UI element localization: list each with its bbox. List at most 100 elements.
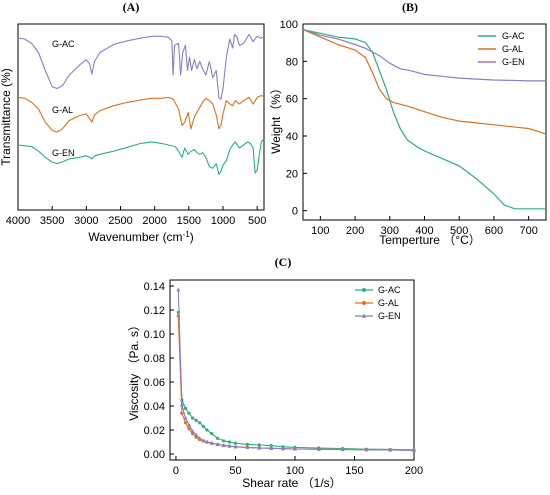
panel-c-point <box>209 441 214 445</box>
panel-c-y-tick-label: 0.00 <box>144 449 165 461</box>
panel-c-legend-label: G-EN <box>378 311 401 321</box>
panel-c-point <box>205 428 209 432</box>
panel-c-x-title: Shear rate （1/s） <box>242 476 341 490</box>
panel-c-y-tick-label: 0.06 <box>144 377 165 389</box>
panel-c-point <box>183 406 188 410</box>
panel-c-point <box>281 446 286 451</box>
panel-c-point <box>221 443 226 447</box>
panel-c-series-g-ac <box>177 312 415 451</box>
panel-c-point <box>340 447 345 452</box>
panel-c-x-tick-label: 200 <box>405 465 423 477</box>
panel-b-legend-label: G-EN <box>502 57 525 67</box>
panel-c-point <box>227 440 232 444</box>
panel-c-y-tick-label: 0.04 <box>144 401 165 413</box>
panel-a-x-tick-label: 3500 <box>40 215 64 227</box>
panel-c-x-tick-label: 0 <box>173 465 179 477</box>
panel-a-x-tick-label: 1500 <box>177 215 201 227</box>
panel-c-point <box>227 443 232 448</box>
panel-c-legend-marker <box>362 288 366 292</box>
panel-a-letter: (A) <box>123 0 140 14</box>
panel-c-point <box>210 432 214 436</box>
panel-c-point <box>233 441 238 445</box>
panel-a-frame <box>17 23 265 211</box>
panel-b-lines <box>302 29 547 210</box>
panel-a-label-g-en: G-EN <box>52 148 75 158</box>
panel-a-x-tick-label: 500 <box>248 215 266 227</box>
panel-c-point <box>190 429 195 433</box>
panel-c-point <box>183 421 188 425</box>
panel-c-point <box>257 445 262 450</box>
panel-c-point <box>204 439 209 444</box>
panel-c-y-tick-label: 0.02 <box>144 425 165 437</box>
panel-b-y-title: Weight（%） <box>269 82 283 154</box>
panel-c-x-tick-label: 150 <box>345 465 363 477</box>
panel-c-point <box>233 444 238 449</box>
panel-c-point <box>187 423 192 427</box>
panel-c-point <box>187 427 191 431</box>
panel-a-label-g-ac: G-AC <box>52 39 75 49</box>
panel-a-y-title: Transmittance (%) <box>0 68 13 166</box>
panel-b-legend: G-AC G-AL G-EN <box>478 31 525 67</box>
panel-c-point <box>201 438 206 443</box>
panel-c-point <box>194 435 198 439</box>
panel-c-point <box>215 442 220 446</box>
panel-c-y-tick-label: 0.12 <box>144 305 165 317</box>
panel-c-point <box>245 442 249 446</box>
panel-c-frame <box>169 279 415 461</box>
panel-b-x-tick-label: 600 <box>485 225 503 237</box>
panel-b-x-tick-label: 400 <box>415 225 433 237</box>
panel-c-point <box>201 424 205 428</box>
panel-c-point <box>316 447 321 451</box>
panel-c-letter: (C) <box>275 255 292 269</box>
panel-b-y-tick-label: 20 <box>286 168 298 180</box>
panel-c-x-tick-label: 100 <box>286 465 304 477</box>
panel-c-y-tick-label: 0.10 <box>144 329 165 341</box>
panel-c-legend-marker <box>361 313 367 318</box>
panel-a-x-tick-label: 1000 <box>211 215 235 227</box>
panel-c-x-tick-label: 50 <box>229 465 241 477</box>
panel-a-series-g-ac <box>17 33 265 100</box>
panel-a-x-title-main: Wavenumber (cm <box>88 230 182 244</box>
panel-b-series-g-en <box>302 29 546 82</box>
panel-c-point <box>176 287 181 292</box>
panel-c-y-tick-label: 0.14 <box>144 281 165 293</box>
panel-b-x-tick-label: 100 <box>311 225 329 237</box>
panel-c-point <box>183 415 188 420</box>
panel-a-x-ticks: 4000 3500 3000 2500 2000 1500 1000 500 <box>6 206 266 227</box>
panel-b-series-g-ac <box>302 29 546 210</box>
panel-b-series-g-al <box>302 29 547 135</box>
panel-b-x-title: Temperture （°C） <box>379 233 481 247</box>
panel-c-series-g-al <box>177 315 415 451</box>
panel-c-y-tick-label: 0.08 <box>144 353 165 365</box>
panel-c-point <box>179 402 184 407</box>
panel-c-point <box>216 436 220 440</box>
panel-a-x-tick-label: 2000 <box>142 215 166 227</box>
panel-a-label-g-al: G-AL <box>52 105 73 115</box>
panel-b-x-tick-label: 300 <box>381 225 399 237</box>
panel-c-point <box>257 443 261 447</box>
panel-c-point <box>187 411 191 415</box>
panel-a: 4000 3500 3000 2500 2000 1500 1000 500 G-AC G-A… <box>0 23 266 244</box>
panel-c-point <box>245 445 250 449</box>
panel-b-y-ticks: 0 20 40 60 80 100 <box>280 19 307 218</box>
panel-b-y-tick-label: 60 <box>286 94 298 106</box>
panel-c-point <box>412 448 416 452</box>
panel-a-lines <box>17 33 265 175</box>
panel-b-x-tick-label: 200 <box>346 225 364 237</box>
panel-c-point <box>194 418 198 422</box>
panel-a-x-tick-label: 2500 <box>108 215 132 227</box>
panel-a-x-tick-label: 3000 <box>74 215 98 227</box>
panel-c-legend-label: G-AC <box>378 285 401 295</box>
panel-c-point <box>194 432 199 437</box>
panel-a-series-g-al <box>17 95 264 133</box>
panel-c-point <box>197 436 202 440</box>
panel-b-legend-label: G-AC <box>502 31 525 41</box>
panel-a-x-title-end: ) <box>190 230 194 244</box>
panel-c-point <box>180 411 184 415</box>
panel-c-point <box>221 439 226 443</box>
panel-b-y-tick-label: 40 <box>286 131 298 143</box>
panel-b-x-tick-label: 700 <box>519 225 537 237</box>
panel-c-y-ticks: 0.00 0.02 0.04 0.06 0.08 0.10 0.12 0.14 <box>144 281 174 461</box>
panel-b-legend-label: G-AL <box>502 44 523 54</box>
